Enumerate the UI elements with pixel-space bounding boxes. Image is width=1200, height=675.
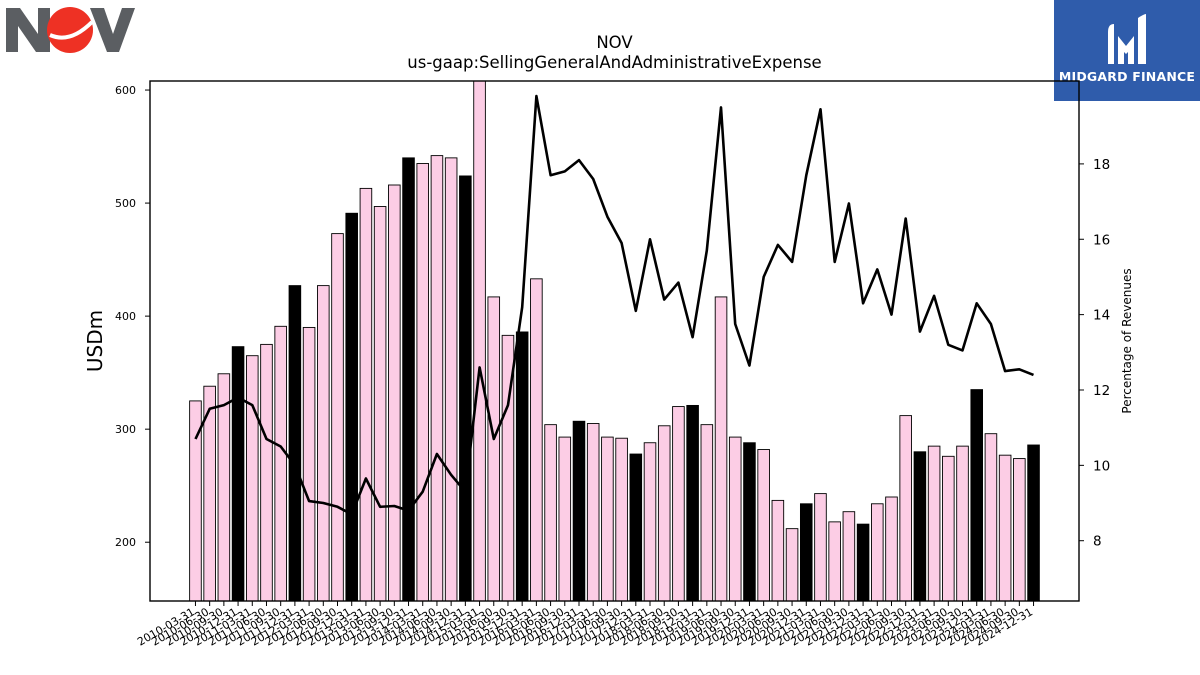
bar bbox=[473, 80, 486, 602]
y2-tick-label: 8 bbox=[1093, 534, 1102, 550]
y-tick-label: 400 bbox=[115, 310, 136, 323]
bar bbox=[771, 499, 785, 602]
bar bbox=[828, 521, 841, 602]
nov-logo-graphic bbox=[6, 7, 135, 53]
bar bbox=[785, 528, 799, 602]
bar bbox=[899, 415, 912, 602]
bar bbox=[871, 503, 884, 602]
bar bbox=[260, 343, 273, 602]
bar bbox=[416, 163, 430, 602]
bar bbox=[757, 449, 770, 602]
bar bbox=[430, 155, 444, 602]
bar bbox=[814, 493, 827, 602]
plot-frame bbox=[149, 80, 1080, 602]
bar bbox=[984, 433, 998, 602]
bar bbox=[217, 373, 231, 602]
bar bbox=[998, 454, 1012, 602]
bar bbox=[956, 445, 969, 602]
chart-title: NOV bbox=[596, 33, 633, 52]
bar bbox=[629, 453, 643, 602]
bar bbox=[274, 325, 287, 602]
bar bbox=[643, 442, 657, 602]
bar bbox=[373, 206, 387, 602]
y2-tick-label: 14 bbox=[1093, 308, 1110, 324]
bar bbox=[231, 346, 245, 602]
bar bbox=[686, 404, 699, 602]
percentage-line bbox=[194, 94, 1034, 516]
bar bbox=[246, 355, 259, 602]
bar bbox=[302, 326, 316, 602]
bar bbox=[402, 157, 415, 602]
bar bbox=[743, 442, 756, 602]
bar bbox=[459, 175, 472, 602]
bar bbox=[572, 420, 586, 602]
bar bbox=[444, 157, 458, 602]
bar bbox=[672, 406, 685, 602]
bar bbox=[388, 184, 401, 602]
bar bbox=[1013, 458, 1026, 602]
bar bbox=[544, 424, 557, 602]
bar bbox=[970, 389, 983, 602]
bar bbox=[359, 187, 373, 602]
bar bbox=[842, 511, 856, 602]
y2-tick-label: 16 bbox=[1093, 232, 1110, 248]
bar bbox=[288, 285, 302, 602]
y2-tick-label: 18 bbox=[1093, 157, 1110, 173]
bar bbox=[714, 296, 728, 602]
bar bbox=[856, 523, 870, 602]
bar bbox=[345, 212, 358, 602]
midgard-finance-wordmark: MIDGARD FINANCE bbox=[1058, 69, 1196, 84]
y-tick-label: 200 bbox=[115, 536, 136, 549]
bar bbox=[885, 496, 898, 602]
bar bbox=[728, 436, 742, 602]
y-tick-label: 500 bbox=[115, 197, 136, 210]
bar bbox=[799, 503, 813, 602]
nov-logo bbox=[6, 7, 135, 53]
bar bbox=[601, 436, 614, 602]
bar bbox=[586, 423, 600, 602]
bar bbox=[615, 437, 628, 602]
bar bbox=[487, 296, 501, 602]
bar bbox=[657, 425, 671, 602]
bar bbox=[1027, 444, 1040, 602]
bar bbox=[317, 285, 330, 602]
midgard-mark-icon bbox=[1108, 14, 1146, 64]
bar bbox=[331, 233, 344, 602]
y2-tick-label: 10 bbox=[1093, 458, 1110, 474]
bar bbox=[942, 455, 955, 602]
bar bbox=[515, 331, 529, 602]
y-tick-label: 600 bbox=[115, 84, 136, 97]
bar bbox=[558, 436, 572, 602]
y2-tick-label: 12 bbox=[1093, 383, 1110, 399]
chart-subtitle: us-gaap:SellingGeneralAndAdministrativeE… bbox=[407, 53, 821, 72]
bar bbox=[913, 451, 927, 602]
bar bbox=[530, 278, 543, 602]
y-axis-label: USDm bbox=[83, 310, 107, 372]
bar bbox=[927, 445, 941, 602]
y-tick-label: 300 bbox=[115, 423, 136, 436]
bar bbox=[700, 424, 714, 602]
y2-axis-label: Percentage of Revenues bbox=[1120, 268, 1134, 413]
